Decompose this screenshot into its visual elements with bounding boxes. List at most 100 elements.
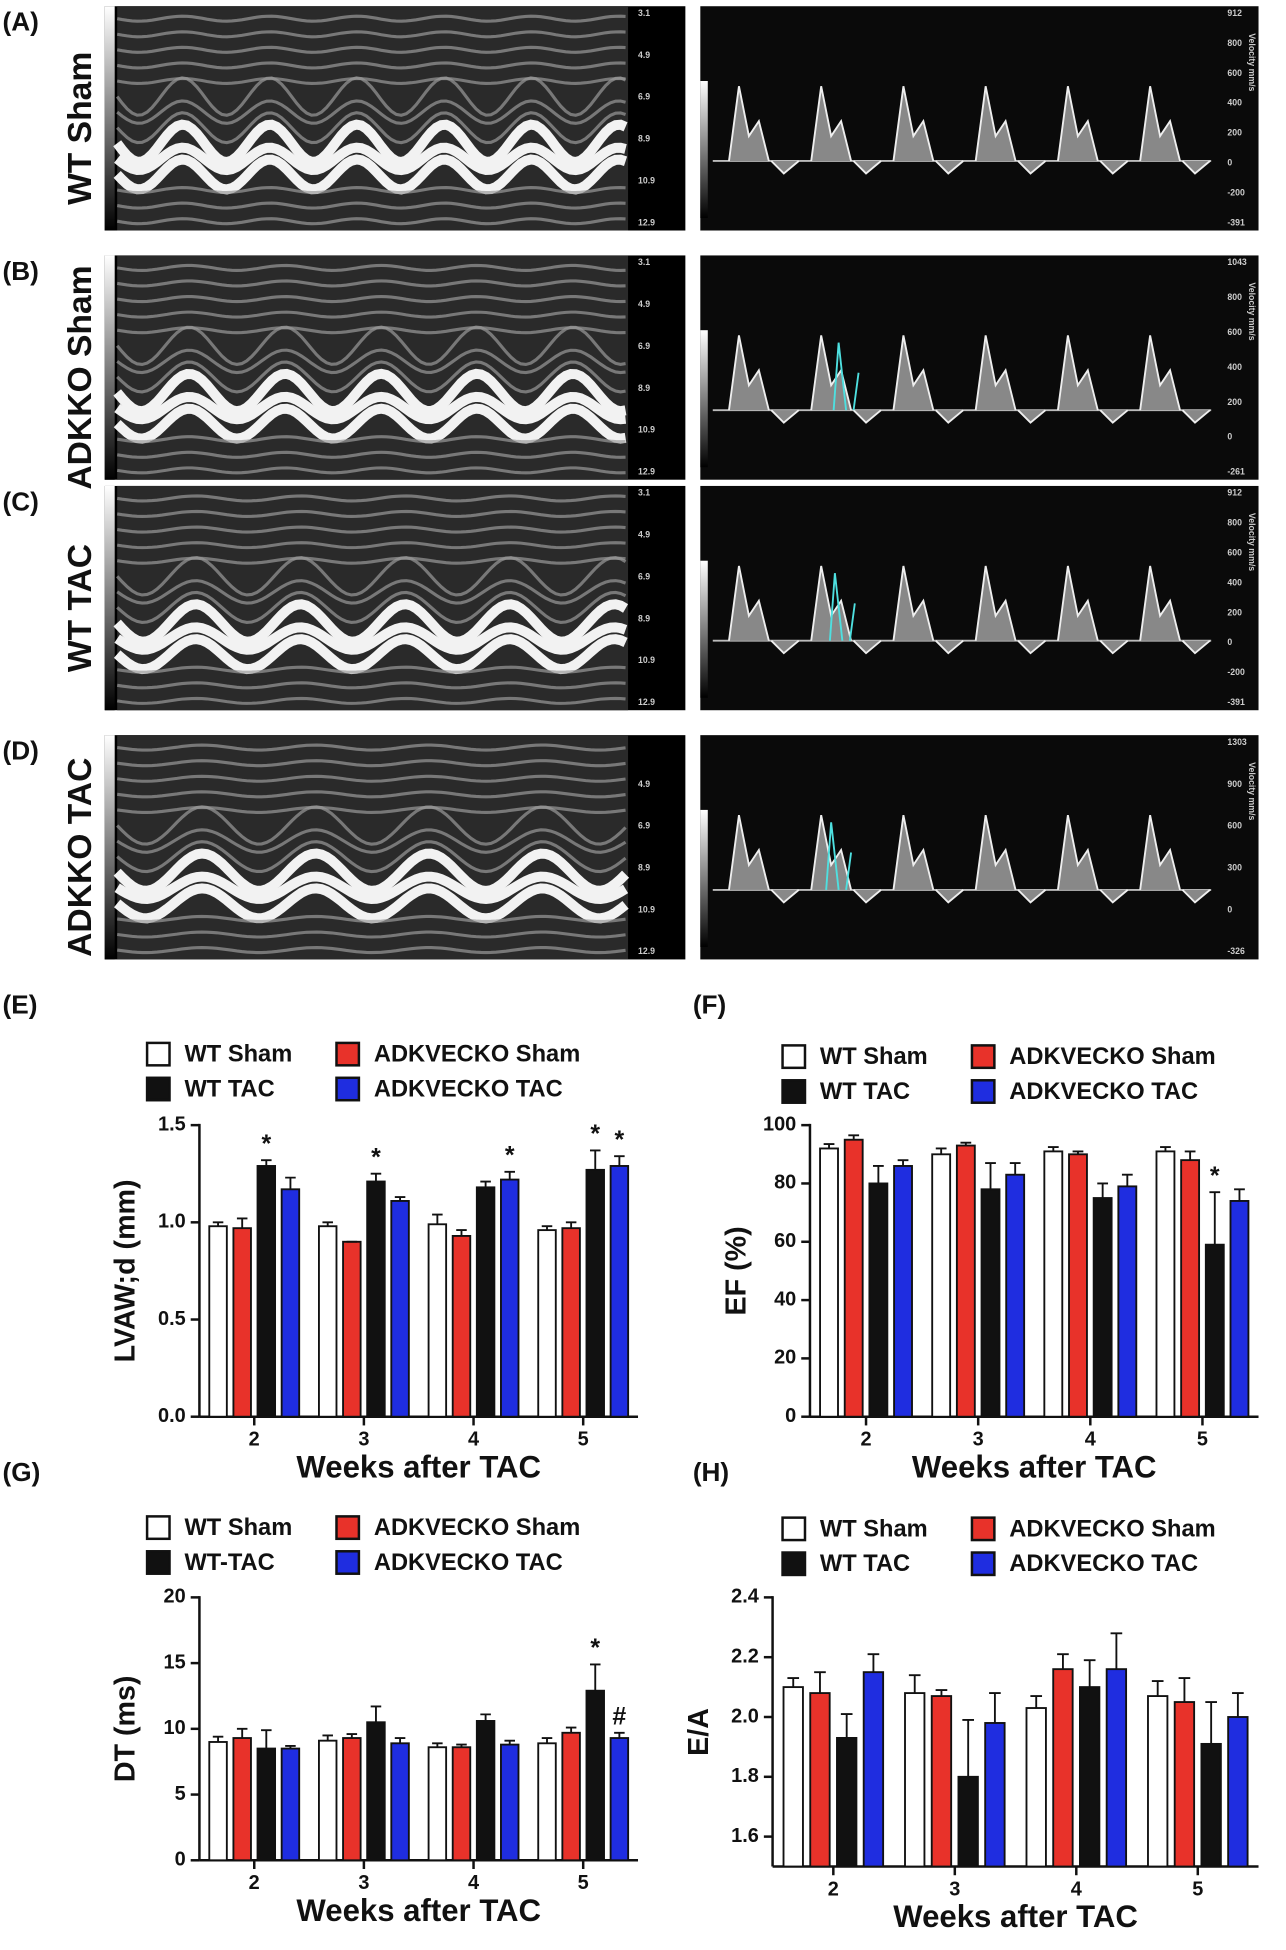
y-tick-label: 10 bbox=[164, 1717, 186, 1739]
x-tick-label: 3 bbox=[358, 1429, 369, 1451]
tissue-band bbox=[116, 840, 627, 874]
y-tick-label: 20 bbox=[774, 1347, 796, 1369]
legend-swatch bbox=[335, 1515, 361, 1541]
tissue-band bbox=[116, 30, 626, 39]
tissue-band bbox=[116, 579, 627, 605]
velocity-tick-label: -326 bbox=[1227, 946, 1245, 956]
bar bbox=[256, 1165, 277, 1418]
bar bbox=[1105, 1668, 1128, 1868]
gray-scale-bar bbox=[104, 255, 115, 480]
velocity-tick-label: 0 bbox=[1227, 904, 1232, 914]
gray-scale-bar bbox=[104, 6, 115, 231]
tissue-band bbox=[116, 435, 626, 444]
depth-tick-label: 10.9 bbox=[638, 425, 655, 435]
depth-tick-label: 12.9 bbox=[638, 467, 655, 477]
bar bbox=[475, 1720, 496, 1862]
legend-swatch bbox=[970, 1516, 996, 1542]
doppler-wave bbox=[1139, 565, 1211, 655]
bar bbox=[232, 1227, 252, 1418]
y-tick-label: 100 bbox=[763, 1113, 796, 1135]
error-bar bbox=[1234, 1188, 1245, 1201]
bar bbox=[984, 1722, 1006, 1868]
tissue-band bbox=[113, 119, 628, 168]
bar bbox=[1025, 1707, 1047, 1868]
velocity-tick-label: 0 bbox=[1227, 432, 1232, 442]
error-bar bbox=[1178, 1677, 1191, 1703]
x-tick-label: 2 bbox=[249, 1429, 260, 1451]
error-bar bbox=[1009, 1162, 1021, 1175]
doppler-wave bbox=[1139, 335, 1211, 424]
tissue-band bbox=[115, 325, 626, 367]
error-bar bbox=[541, 1225, 553, 1231]
tissue-band bbox=[116, 790, 626, 799]
bar bbox=[318, 1225, 338, 1418]
velocity-axis-label: Velocity mm/s bbox=[1247, 282, 1257, 340]
depth-tick-label: 10.9 bbox=[638, 655, 655, 665]
tissue-band bbox=[116, 665, 626, 674]
legend-label: ADKVECKO Sham bbox=[1009, 1516, 1215, 1542]
tissue-band bbox=[116, 541, 626, 550]
y-tick-label: 0 bbox=[175, 1849, 186, 1871]
error-bar bbox=[1209, 1191, 1221, 1245]
error-bar bbox=[1151, 1680, 1164, 1697]
bar bbox=[500, 1743, 520, 1862]
gray-scale-bar bbox=[700, 809, 708, 947]
velocity-tick-label: 912 bbox=[1227, 8, 1242, 18]
legend-label: WT-TAC bbox=[184, 1550, 274, 1576]
bar bbox=[931, 1153, 952, 1418]
bar bbox=[390, 1200, 410, 1418]
error-bar bbox=[960, 1141, 972, 1146]
tissue-band bbox=[116, 805, 627, 846]
doppler-wave bbox=[1056, 86, 1129, 175]
depth-tick-label: 8.9 bbox=[638, 863, 650, 873]
tissue-band bbox=[116, 914, 626, 923]
velocity-axis-label: Velocity mm/s bbox=[1247, 513, 1257, 571]
velocity-tick-label: 800 bbox=[1227, 292, 1242, 302]
error-bar bbox=[1110, 1632, 1123, 1670]
error-bar bbox=[212, 1221, 224, 1227]
bar bbox=[980, 1188, 1001, 1418]
error-bar bbox=[212, 1735, 224, 1742]
doppler-wave bbox=[728, 86, 800, 175]
error-bar bbox=[985, 1162, 996, 1190]
y-tick-label: 2.4 bbox=[731, 1586, 759, 1608]
x-tick-label: 5 bbox=[578, 1429, 589, 1451]
error-bar bbox=[840, 1713, 853, 1738]
velocity-tick-label: 400 bbox=[1227, 577, 1242, 587]
velocity-tick-label: 400 bbox=[1227, 362, 1242, 372]
tissue-band bbox=[116, 494, 626, 503]
legend-swatch bbox=[970, 1044, 996, 1070]
y-tick-label: 5 bbox=[175, 1783, 186, 1805]
doppler-image bbox=[700, 255, 1259, 480]
row-label: ADKKO TAC bbox=[62, 758, 99, 957]
error-bar bbox=[1184, 1150, 1196, 1161]
bar bbox=[1155, 1150, 1176, 1418]
doppler-wave bbox=[974, 814, 1047, 904]
doppler-wave bbox=[810, 335, 882, 424]
bar bbox=[561, 1731, 581, 1862]
x-axis-title: Weeks after TAC bbox=[893, 1899, 1138, 1934]
mmode-background bbox=[117, 485, 629, 711]
bar bbox=[609, 1165, 630, 1418]
x-tick-label: 4 bbox=[1085, 1429, 1096, 1451]
significance-mark: # bbox=[612, 1702, 626, 1730]
x-tick-label: 3 bbox=[949, 1878, 960, 1900]
doppler-wave bbox=[892, 565, 964, 655]
panel-label: (D) bbox=[3, 735, 39, 765]
depth-tick-label: 4.9 bbox=[638, 299, 650, 309]
doppler-wave bbox=[1139, 814, 1211, 904]
error-bar bbox=[1083, 1659, 1096, 1688]
x-axis-title: Weeks after TAC bbox=[296, 1449, 541, 1484]
gray-scale-bar bbox=[104, 485, 115, 711]
error-bar bbox=[897, 1159, 909, 1166]
error-bar bbox=[962, 1719, 975, 1777]
depth-tick-label: 8.9 bbox=[638, 613, 650, 623]
doppler-wave bbox=[974, 86, 1047, 175]
error-bar bbox=[589, 1663, 601, 1691]
depth-tick-label: 12.9 bbox=[638, 946, 655, 956]
bar bbox=[390, 1742, 410, 1862]
doppler-wave bbox=[974, 565, 1047, 655]
depth-tick-label: 8.9 bbox=[638, 134, 650, 144]
bar bbox=[782, 1686, 804, 1868]
